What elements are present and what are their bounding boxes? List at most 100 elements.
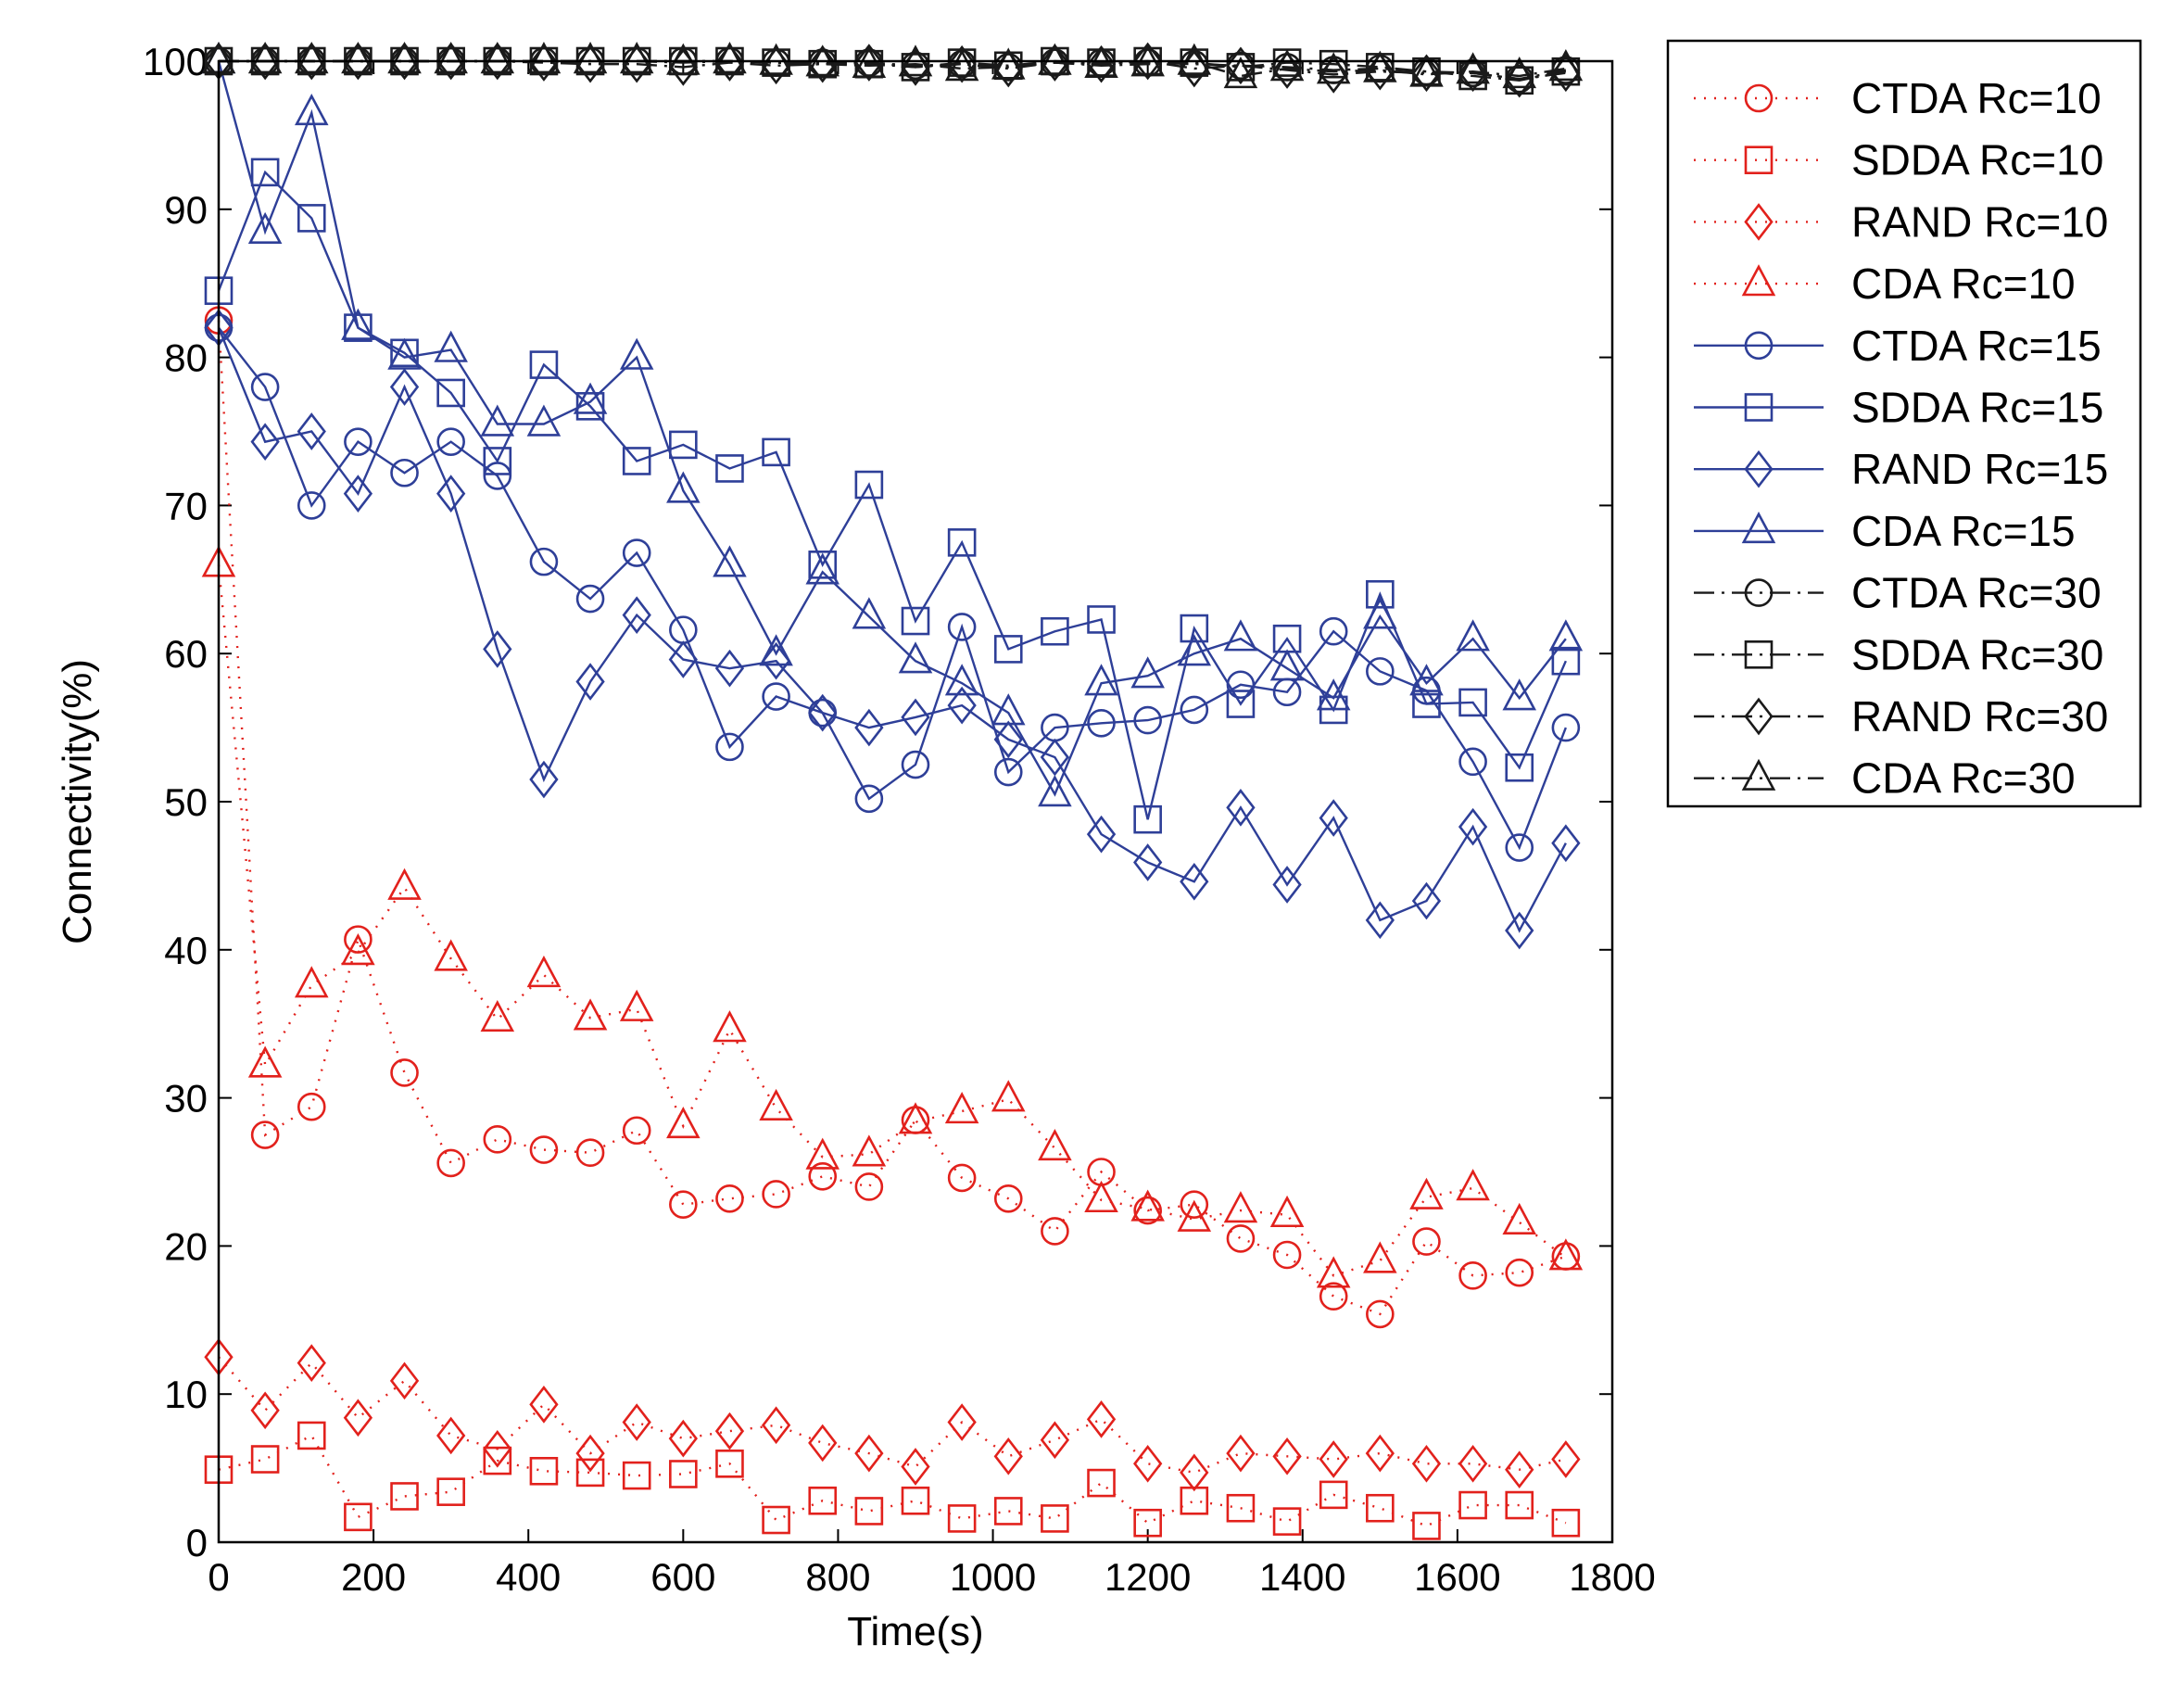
data-point-diamond [714, 649, 745, 688]
data-point-triangle [619, 42, 654, 74]
data-point-triangle [1502, 678, 1537, 711]
data-point-circle [1180, 695, 1209, 725]
data-point-triangle [294, 42, 329, 74]
data-point-triangle [247, 42, 283, 74]
data-point-diamond [1226, 1434, 1256, 1473]
y-tick-label: 20 [164, 1224, 208, 1268]
legend-item: RAND Rc=15 [1694, 445, 2108, 493]
data-point-triangle [341, 933, 375, 966]
data-point-diamond [854, 1434, 884, 1473]
data-point-square [436, 378, 465, 408]
data-point-diamond [668, 1419, 698, 1458]
data-point-circle [436, 427, 465, 456]
data-point-square [1226, 690, 1256, 718]
data-point-diamond [1458, 1444, 1488, 1483]
x-axis-title: Time(s) [847, 1609, 983, 1654]
legend-label: CDA Rc=10 [1851, 260, 2076, 308]
data-point-square [1412, 690, 1441, 718]
data-point-square [1041, 616, 1069, 646]
data-point-triangle [1409, 1177, 1444, 1209]
data-point-triangle [1223, 1191, 1258, 1223]
data-point-triangle [341, 308, 375, 340]
data-point-circle [669, 1190, 698, 1219]
data-point-square [762, 1505, 790, 1535]
data-point-triangle [898, 1102, 933, 1134]
data-point-triangle [619, 989, 654, 1021]
data-point-square [1087, 605, 1116, 634]
data-point-triangle [1502, 1202, 1537, 1235]
series-rand-rc-15 [204, 309, 1581, 950]
data-point-square [1087, 1468, 1116, 1498]
data-point-circle [1087, 709, 1116, 738]
y-tick-label: 0 [186, 1521, 208, 1564]
data-point-square [575, 392, 605, 421]
data-point-triangle [387, 867, 422, 900]
legend-label: SDDA Rc=30 [1851, 630, 2103, 678]
data-point-triangle [1177, 1199, 1212, 1232]
series-line [217, 320, 1567, 1316]
data-point-triangle [294, 93, 329, 126]
data-point-triangle [480, 42, 515, 74]
series-cda-rc-30 [201, 42, 1584, 89]
legend-marker-triangle [1741, 511, 1776, 544]
data-point-square [993, 1497, 1023, 1526]
data-point-triangle [991, 693, 1026, 726]
data-point-diamond [1551, 1440, 1581, 1478]
data-point-diamond [714, 1412, 745, 1450]
data-point-diamond [529, 1386, 559, 1424]
data-point-triangle [619, 337, 654, 370]
x-tick-label: 0 [208, 1555, 229, 1599]
data-point-diamond [1040, 738, 1070, 777]
data-point-diamond [993, 1437, 1023, 1475]
data-point-triangle [713, 42, 747, 74]
series-line [217, 327, 1567, 933]
data-point-diamond [343, 1399, 373, 1437]
data-point-triangle [526, 404, 562, 437]
data-point-triangle [434, 42, 468, 74]
data-point-diamond [575, 1434, 605, 1473]
data-point-square [529, 1456, 559, 1486]
legend-item: RAND Rc=10 [1694, 197, 2108, 246]
data-point-diamond [1411, 1444, 1442, 1483]
data-point-triangle [1177, 43, 1212, 75]
data-point-circle [1458, 1261, 1487, 1290]
legend-label: CTDA Rc=15 [1851, 322, 2102, 370]
data-point-diamond [901, 1448, 930, 1486]
data-point-triangle [759, 43, 793, 75]
data-point-diamond [947, 1403, 977, 1441]
x-tick-label: 1600 [1414, 1555, 1500, 1599]
data-point-triangle [1502, 57, 1537, 89]
data-point-diamond [483, 1429, 512, 1468]
data-point-diamond [1086, 1400, 1117, 1438]
data-point-diamond [1365, 52, 1395, 91]
data-point-triangle [387, 337, 422, 370]
data-point-triangle [1316, 52, 1351, 84]
plot-frame [217, 59, 1614, 1544]
data-point-square [808, 551, 838, 579]
data-point-diamond [1365, 1434, 1395, 1473]
data-point-triangle [1038, 43, 1072, 75]
data-point-square [1505, 753, 1534, 782]
data-point-diamond [389, 1361, 420, 1400]
y-tick-label: 30 [164, 1077, 208, 1121]
data-point-circle [1133, 705, 1162, 735]
legend-item: CDA Rc=10 [1694, 260, 2076, 308]
data-point-circle [993, 1184, 1023, 1213]
data-point-circle [250, 1121, 280, 1149]
data-point-square [575, 1458, 605, 1488]
data-point-square [1041, 1504, 1069, 1533]
data-point-circle [390, 458, 419, 487]
data-point-square [901, 606, 930, 636]
data-point-triangle [1038, 775, 1072, 807]
data-point-square [1458, 688, 1487, 717]
data-point-diamond [483, 42, 512, 81]
data-point-triangle [1316, 678, 1351, 711]
series-sdda-rc-15 [204, 158, 1581, 834]
data-point-diamond [297, 42, 326, 81]
data-point-triangle [898, 641, 933, 674]
data-point-diamond [854, 708, 884, 747]
data-point-diamond [1040, 44, 1070, 82]
data-point-diamond [761, 1406, 791, 1445]
data-point-diamond [808, 693, 838, 732]
data-point-diamond [1319, 799, 1348, 837]
